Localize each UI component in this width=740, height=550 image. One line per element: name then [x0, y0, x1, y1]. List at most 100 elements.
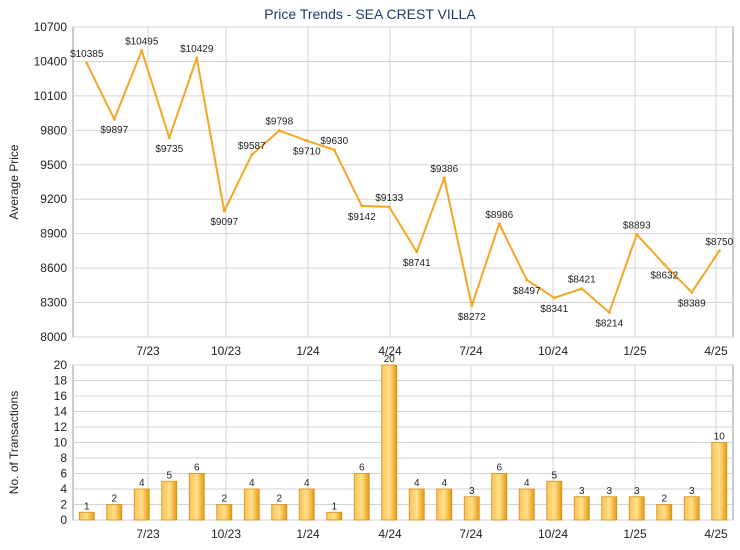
price-y-tick-label: 9800 — [40, 123, 67, 137]
price-point — [525, 278, 529, 282]
tx-data-label: 4 — [249, 478, 255, 489]
tx-data-label: 10 — [714, 432, 726, 443]
tx-bar — [408, 488, 425, 521]
price-data-label: $9142 — [348, 212, 376, 223]
price-point — [85, 61, 89, 65]
tx-data-label: 2 — [111, 494, 117, 505]
price-point — [470, 304, 474, 308]
price-y-tick-label: 8900 — [40, 227, 67, 241]
tx-y-tick-label: 2 — [60, 498, 67, 512]
tx-bar — [216, 504, 233, 521]
price-x-tick-label: 10/24 — [538, 344, 568, 358]
tx-bar — [573, 496, 590, 521]
price-point — [305, 139, 309, 143]
price-data-label: $10429 — [180, 44, 214, 55]
price-panel: 8000 8300 8600 8900 9200 9500 9800 10100 10400 10… — [7, 20, 734, 358]
tx-x-tick-label: 7/24 — [459, 527, 483, 541]
tx-data-label: 3 — [634, 486, 640, 497]
price-point — [690, 290, 694, 294]
price-point — [580, 287, 584, 291]
price-x-tick-label: 10/23 — [211, 344, 241, 358]
tx-y-tick-label: 14 — [54, 405, 68, 419]
price-y-tick-label: 10400 — [34, 54, 68, 68]
tx-y-tick-label: 6 — [60, 467, 67, 481]
price-data-label: $8497 — [513, 286, 541, 297]
chart-title: Price Trends - SEA CREST VILLA — [264, 6, 476, 22]
price-x-tick-label: 7/23 — [136, 344, 160, 358]
tx-bar — [161, 480, 178, 521]
price-data-label: $9735 — [155, 144, 183, 155]
price-point — [222, 209, 226, 213]
tx-x-tick-label: 1/25 — [623, 527, 647, 541]
tx-x-tick-label: 7/23 — [136, 527, 160, 541]
price-point — [717, 249, 721, 253]
tx-y-tick-label: 12 — [54, 420, 68, 434]
tx-data-label: 20 — [384, 354, 396, 365]
price-y-tick-label: 9500 — [40, 158, 67, 172]
price-data-label: $8893 — [623, 220, 651, 231]
price-point — [387, 205, 391, 209]
price-point — [277, 129, 281, 133]
price-point — [360, 204, 364, 208]
tx-y-tick-label: 20 — [54, 358, 68, 372]
tx-bar — [518, 488, 535, 521]
price-data-label: $9897 — [100, 125, 128, 136]
price-point — [635, 232, 639, 236]
tx-bar — [601, 496, 618, 521]
tx-data-label: 3 — [606, 486, 612, 497]
tx-x-tick-label: 1/24 — [296, 527, 320, 541]
price-point — [332, 148, 336, 152]
tx-data-label: 5 — [551, 470, 557, 481]
price-data-label: $9587 — [238, 141, 266, 152]
tx-data-label: 2 — [661, 494, 667, 505]
price-point — [607, 310, 611, 314]
tx-data-label: 3 — [579, 486, 585, 497]
tx-data-label: 2 — [276, 494, 282, 505]
tx-bar — [106, 504, 123, 521]
tx-bar — [298, 488, 315, 521]
tx-data-label: 1 — [84, 501, 90, 512]
price-point — [662, 262, 666, 266]
price-y-tick-label: 10100 — [34, 89, 68, 103]
tx-data-label: 2 — [221, 494, 227, 505]
tx-bar — [78, 511, 95, 521]
tx-y-tick-label: 4 — [60, 482, 67, 496]
tx-bar — [271, 504, 288, 521]
tx-bar — [436, 488, 453, 521]
tx-y-tick-label: 0 — [60, 513, 67, 527]
price-y-tick-label: 8600 — [40, 261, 67, 275]
price-y-axis-title: Average Price — [7, 144, 21, 219]
price-data-label: $8741 — [403, 258, 431, 269]
price-point — [167, 136, 171, 140]
price-data-label: $8214 — [595, 318, 623, 329]
price-y-tick-label: 9200 — [40, 192, 67, 206]
tx-bar — [326, 511, 343, 521]
price-data-label: $9386 — [430, 164, 458, 175]
price-data-label: $10495 — [125, 37, 159, 48]
tx-data-label: 6 — [194, 463, 200, 474]
tx-bar — [463, 496, 480, 521]
price-data-label: $8389 — [678, 298, 706, 309]
tx-bar — [683, 496, 700, 521]
tx-data-label: 3 — [689, 486, 695, 497]
price-point — [140, 49, 144, 53]
tx-y-tick-label: 18 — [54, 374, 68, 388]
price-data-label: $8341 — [540, 304, 568, 315]
tx-data-label: 4 — [441, 478, 447, 489]
tx-bar — [491, 473, 508, 521]
price-data-label: $9097 — [210, 217, 238, 228]
tx-data-label: 5 — [166, 470, 172, 481]
price-point — [552, 296, 556, 300]
tx-bar — [243, 488, 260, 521]
tx-y-tick-label: 10 — [54, 436, 68, 450]
tx-x-tick-label: 10/23 — [211, 527, 241, 541]
tx-bar — [133, 488, 150, 521]
tx-data-label: 6 — [359, 463, 365, 474]
price-data-label: $8272 — [458, 312, 486, 323]
tx-y-axis-title: No. of Transactions — [7, 391, 21, 494]
tx-data-label: 4 — [139, 478, 145, 489]
price-plot-area — [72, 26, 734, 338]
price-series-line — [85, 49, 721, 314]
